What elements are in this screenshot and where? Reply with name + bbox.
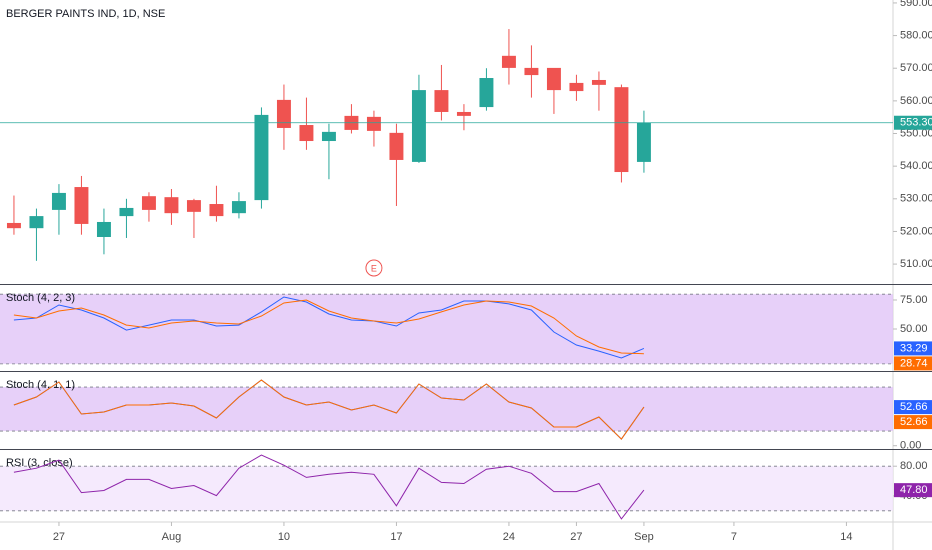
event-label: E xyxy=(371,263,377,273)
candle-body xyxy=(411,90,426,162)
candle-body xyxy=(96,221,111,237)
candle-body xyxy=(389,132,404,160)
last-value-label: 47.80 xyxy=(900,484,928,496)
band-fill xyxy=(0,294,893,364)
candle-body xyxy=(186,200,201,212)
candle-body xyxy=(231,201,246,214)
candle-body xyxy=(254,114,269,201)
y-tick-label: 560.00 xyxy=(900,95,932,107)
last-value-label: 52.66 xyxy=(900,401,928,413)
candle-body xyxy=(614,87,629,173)
band-fill xyxy=(0,466,893,511)
candle-body xyxy=(569,82,584,92)
candle-body xyxy=(141,196,156,210)
candle-body xyxy=(6,222,21,229)
indicator-title: Stoch (4, 2, 3) xyxy=(6,292,75,304)
y-tick-label: 530.00 xyxy=(900,193,932,205)
candle-body xyxy=(51,192,66,210)
y-tick-label: 510.00 xyxy=(900,258,932,270)
x-tick-label: 17 xyxy=(390,531,402,543)
candle-body xyxy=(119,207,134,217)
last-value-box xyxy=(894,115,932,130)
candle-body xyxy=(636,122,651,162)
candle-body xyxy=(321,131,336,142)
candle-body xyxy=(456,111,471,116)
last-value-box xyxy=(894,483,932,498)
x-tick-label: 24 xyxy=(503,531,515,543)
candle-body xyxy=(164,197,179,214)
x-tick-label: 7 xyxy=(731,531,737,543)
y-tick-label: 550.00 xyxy=(900,127,932,139)
candle-body xyxy=(299,125,314,142)
y-tick-label: 580.00 xyxy=(900,29,932,41)
last-value-box xyxy=(894,356,932,371)
y-tick-label: 540.00 xyxy=(900,160,932,172)
x-tick-label: 10 xyxy=(278,531,290,543)
event-marker xyxy=(365,259,383,277)
candle-body xyxy=(479,78,494,108)
indicator-line xyxy=(13,296,645,359)
last-value-label: 52.66 xyxy=(900,416,928,428)
candle-body xyxy=(524,67,539,76)
indicator-title: Stoch (4, 1, 1) xyxy=(6,379,75,391)
last-value-label: 33.29 xyxy=(900,342,928,354)
candle-body xyxy=(501,55,516,68)
x-tick-label: Sep xyxy=(634,531,654,543)
band-fill xyxy=(0,387,893,432)
indicator-line xyxy=(13,454,645,520)
candle-body xyxy=(74,187,89,224)
candle-body xyxy=(209,204,224,217)
x-tick-label: 27 xyxy=(570,531,582,543)
x-tick-label: 14 xyxy=(840,531,852,543)
last-value-box xyxy=(894,415,932,430)
candle-body xyxy=(366,116,381,131)
indicator-line xyxy=(13,299,644,355)
last-value-label: 553.30 xyxy=(900,117,932,129)
last-value-box xyxy=(894,400,932,415)
y-tick-label: 50.00 xyxy=(900,323,928,335)
candle-body xyxy=(591,79,606,85)
candle-body xyxy=(434,90,449,112)
candle-body xyxy=(546,67,561,91)
indicator-line xyxy=(13,379,645,440)
last-value-label: 28.74 xyxy=(900,357,928,369)
x-tick-label: Aug xyxy=(162,531,182,543)
y-tick-label: 570.00 xyxy=(900,62,932,74)
y-tick-label: 590.00 xyxy=(900,0,932,9)
y-tick-label: 520.00 xyxy=(900,225,932,237)
candle-body xyxy=(29,216,44,229)
y-tick-label: 0.00 xyxy=(900,440,921,452)
y-tick-label: 80.00 xyxy=(900,460,928,472)
y-tick-label: 75.00 xyxy=(900,294,928,306)
x-tick-label: 27 xyxy=(53,531,65,543)
indicator-title: RSI (3, close) xyxy=(6,457,73,469)
candle-body xyxy=(276,99,291,128)
last-value-box xyxy=(894,341,932,356)
chart-title: BERGER PAINTS IND, 1D, NSE xyxy=(6,8,165,20)
